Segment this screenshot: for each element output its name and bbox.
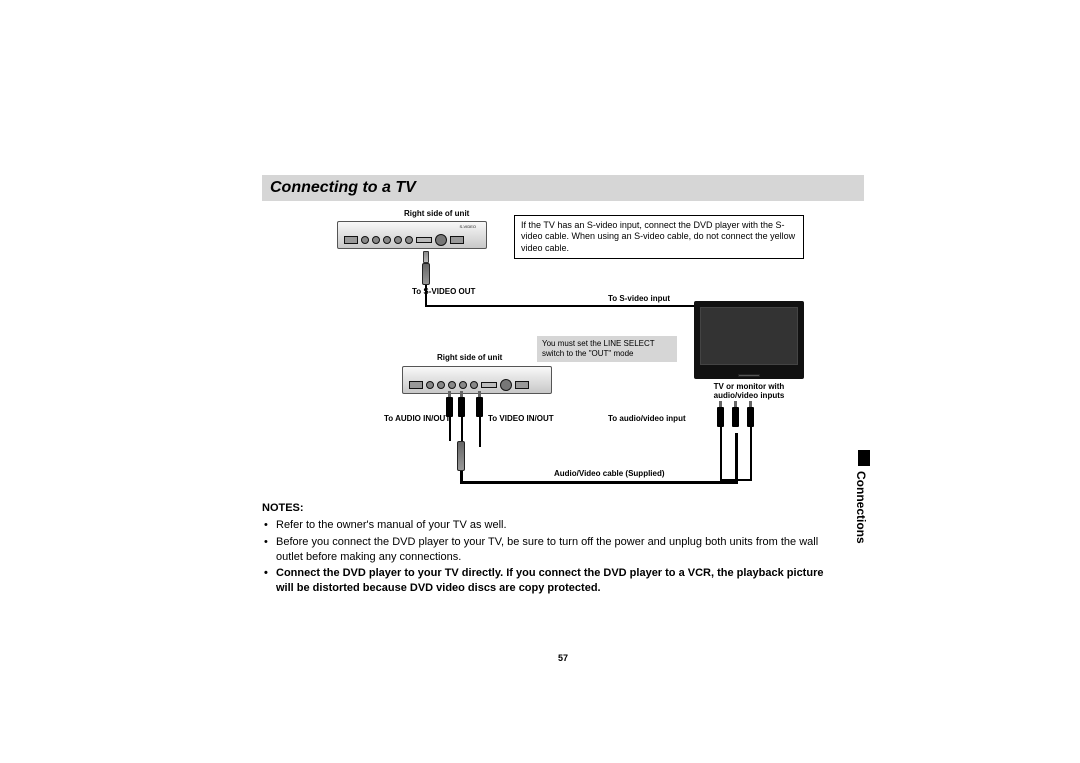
svideo-plug-unit <box>423 251 429 263</box>
tv-device <box>694 301 804 379</box>
label-video-inout: To VIDEO IN/OUT <box>488 414 554 423</box>
note-item: Connect the DVD player to your TV direct… <box>276 566 834 596</box>
notes-header: NOTES: <box>262 501 834 516</box>
device-panel-top: S-VIDEO <box>337 221 487 249</box>
page-number: 57 <box>262 653 864 663</box>
tv-controls <box>738 374 760 377</box>
label-tv: TV or monitor with audio/video inputs <box>694 383 804 401</box>
line-select-note: You must set the LINE SELECT switch to t… <box>537 336 677 362</box>
av-cable-v-main <box>460 471 463 481</box>
manual-page: Connecting to a TV Connections Right sid… <box>262 175 864 633</box>
panel-marking: S-VIDEO <box>460 224 476 229</box>
section-title: Connecting to a TV <box>270 179 416 197</box>
label-av-input: To audio/video input <box>608 414 686 423</box>
audio-plug-r <box>458 397 465 417</box>
av-cable-v-right <box>735 433 738 483</box>
label-svideo-out: To S-VIDEO OUT <box>412 287 475 296</box>
av-cable-drop3 <box>479 417 481 447</box>
label-av-cable: Audio/Video cable (Supplied) <box>554 469 665 478</box>
av-cable-h-main <box>460 481 738 484</box>
svideo-cable-h <box>425 305 735 307</box>
svideo-plug-body-unit <box>422 263 430 285</box>
tv-av-drop1 <box>720 427 722 479</box>
tv-av-drop3 <box>750 427 752 479</box>
notes-section: NOTES: Refer to the owner's manual of yo… <box>262 501 864 596</box>
av-cable-merge <box>457 441 465 471</box>
tv-av-join <box>720 479 752 481</box>
svideo-info-box: If the TV has an S-video input, connect … <box>514 215 804 259</box>
label-right-side-top: Right side of unit <box>404 209 469 218</box>
tv-av-plug-2 <box>732 407 739 427</box>
note-item: Refer to the owner's manual of your TV a… <box>276 518 834 533</box>
tv-av-plug-1 <box>717 407 724 427</box>
notes-list: Refer to the owner's manual of your TV a… <box>262 518 834 596</box>
svideo-cable-v1 <box>425 285 427 305</box>
label-right-side-bottom: Right side of unit <box>437 353 502 362</box>
connection-diagram: Right side of unit S-VIDEO If the TV has… <box>262 201 864 501</box>
section-title-bar: Connecting to a TV <box>262 175 864 201</box>
device-panel-bottom <box>402 366 552 394</box>
tv-screen <box>700 307 798 365</box>
label-svideo-input: To S-video input <box>608 294 670 303</box>
video-plug <box>476 397 483 417</box>
note-item: Before you connect the DVD player to you… <box>276 535 834 565</box>
av-cable-drop1 <box>449 417 451 441</box>
tv-av-plug-3 <box>747 407 754 427</box>
label-audio-inout: To AUDIO IN/OUT <box>384 414 450 423</box>
